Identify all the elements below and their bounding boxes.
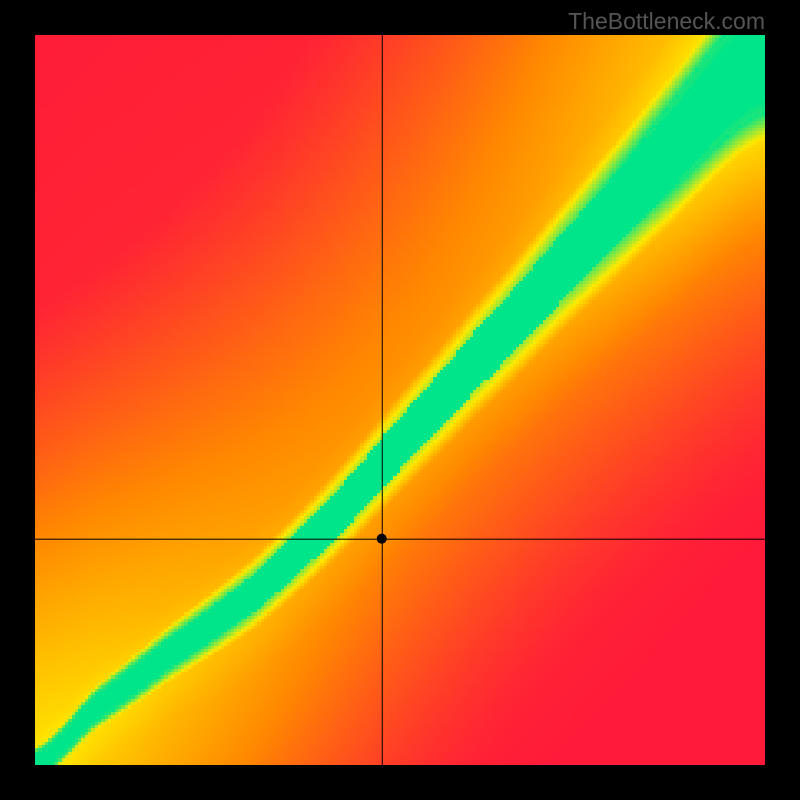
heatmap-canvas [35, 35, 765, 765]
plot-area [35, 35, 765, 765]
chart-frame: TheBottleneck.com [0, 0, 800, 800]
watermark-text: TheBottleneck.com [568, 8, 765, 35]
